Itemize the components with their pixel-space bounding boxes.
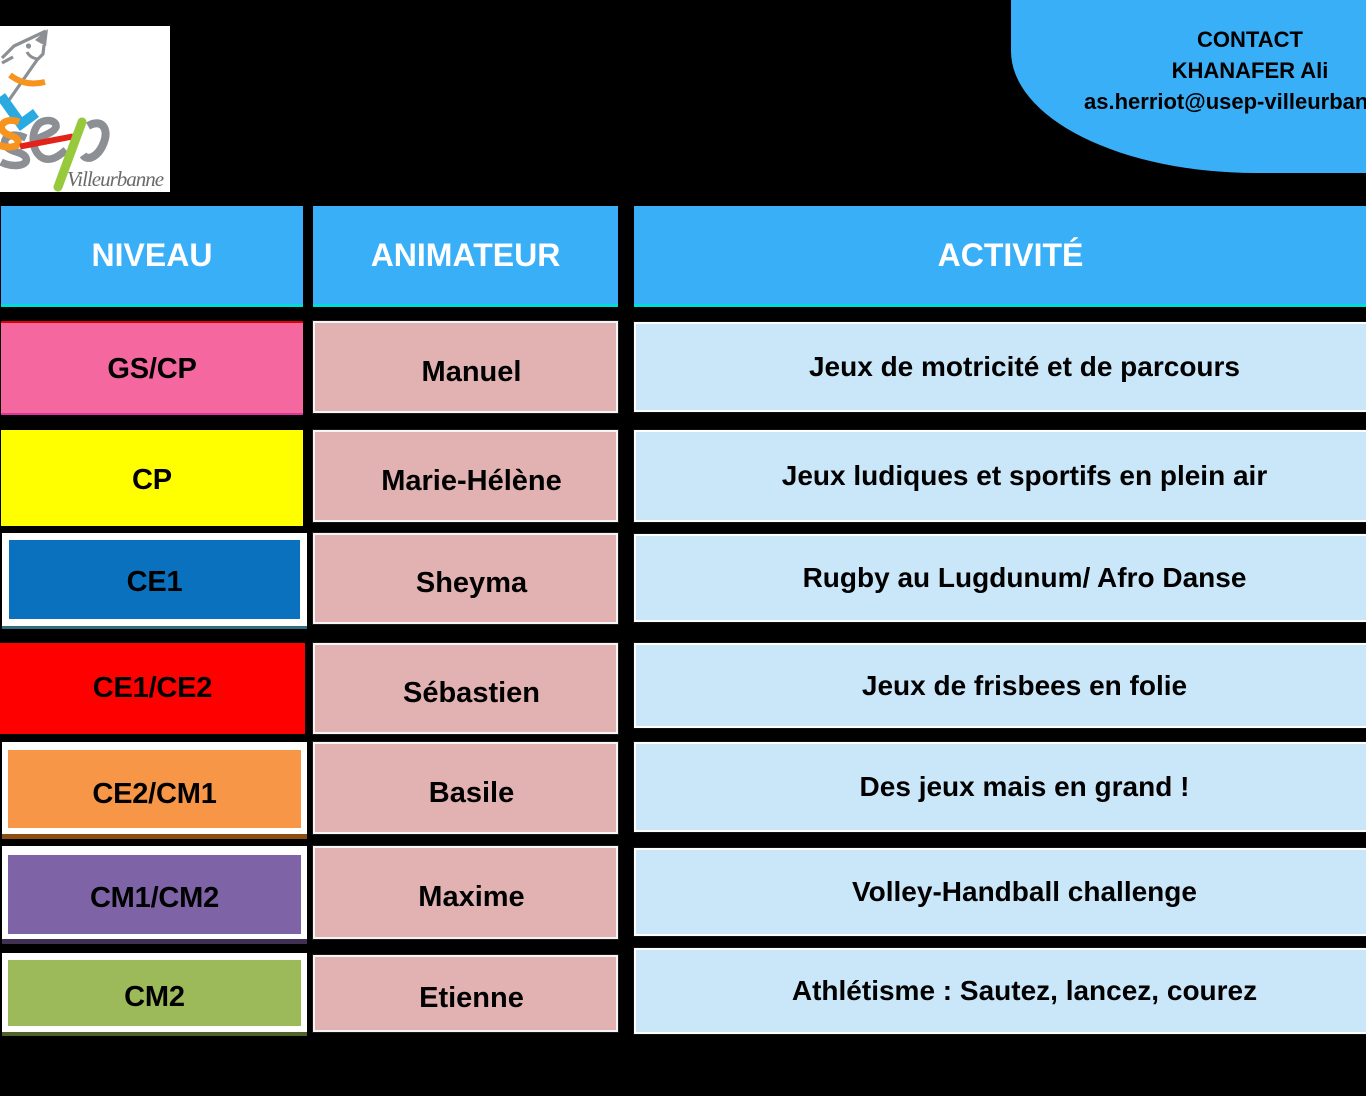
svg-text:Villeurbanne: Villeurbanne bbox=[67, 167, 164, 191]
